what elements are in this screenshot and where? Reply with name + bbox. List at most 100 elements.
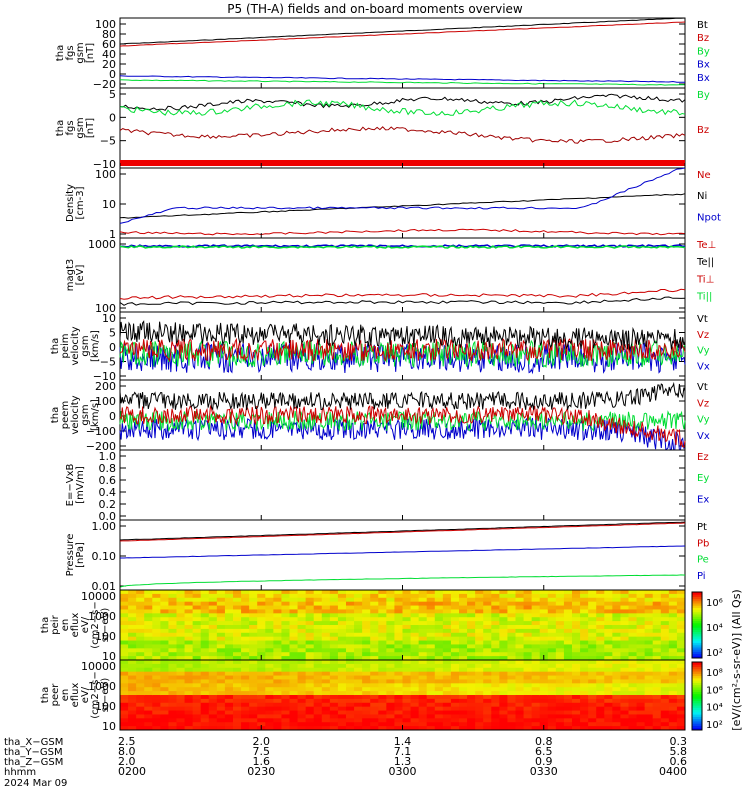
heatmap-cell (297, 663, 307, 669)
heatmap-cell (410, 667, 420, 673)
heatmap-cell (636, 679, 646, 684)
heatmap-cell (273, 683, 282, 688)
heatmap-cell (394, 609, 403, 614)
heatmap-cell (459, 636, 468, 642)
heatmap-cell (507, 640, 516, 645)
heatmap-cell (378, 660, 387, 665)
colorbar-cell (692, 720, 702, 724)
heatmap-cell (160, 683, 169, 688)
heatmap-cell (402, 636, 412, 642)
heatmap-cell (160, 663, 169, 669)
heatmap-cell (459, 702, 468, 708)
heatmap-cell (208, 679, 218, 684)
heatmap-cell (628, 695, 638, 700)
heatmap-cell (515, 714, 525, 719)
heatmap-cell (208, 636, 218, 642)
heatmap-cell (555, 698, 565, 704)
heatmap-cell (370, 695, 379, 700)
heatmap-cell (321, 601, 331, 607)
heatmap-cell (676, 683, 686, 688)
heatmap-cell (378, 667, 387, 673)
heatmap-cell (588, 652, 597, 657)
heatmap-cell (620, 640, 629, 645)
heatmap-cell (442, 695, 452, 700)
heatmap-cell (652, 617, 662, 622)
heatmap-cell (321, 652, 331, 657)
heatmap-cell (208, 660, 218, 665)
heatmap-cell (523, 625, 533, 630)
heatmap-cell (676, 609, 686, 614)
heatmap-cell (289, 660, 299, 665)
heatmap-cell (136, 621, 145, 626)
heatmap-cell (313, 679, 323, 684)
heatmap-cell (265, 706, 274, 712)
heatmap-cell (224, 706, 234, 712)
heatmap-cell (507, 609, 516, 614)
heatmap-cell (660, 605, 670, 610)
heatmap-cell (515, 636, 525, 642)
heatmap-cell (563, 687, 573, 692)
heatmap-cell (321, 718, 331, 723)
heatmap-cell (394, 663, 403, 669)
heatmap-cell (612, 706, 621, 712)
heatmap-cell (329, 656, 339, 661)
series-ti-para (119, 296, 686, 306)
heatmap-cell (539, 605, 549, 610)
heatmap-cell (499, 593, 508, 599)
heatmap-cell (467, 702, 476, 708)
y-tick-label: 0.01 (92, 580, 117, 593)
heatmap-cell (539, 617, 549, 622)
heatmap-cell (378, 698, 387, 704)
heatmap-cell (531, 636, 541, 642)
heatmap-cell (362, 617, 371, 622)
heatmap-cell (402, 609, 412, 614)
heatmap-cell (636, 621, 646, 626)
heatmap-cell (321, 613, 331, 618)
heatmap-cell (523, 617, 533, 622)
heatmap-cell (572, 656, 581, 661)
heatmap-cell (152, 698, 161, 704)
heatmap-cell (265, 628, 274, 634)
heatmap-cell (160, 648, 169, 653)
heatmap-cell (128, 714, 137, 719)
heatmap-cell (434, 640, 444, 645)
heatmap-cell (612, 593, 621, 599)
heatmap-cell (337, 628, 347, 634)
heatmap-cell (644, 625, 654, 630)
heatmap-cell (249, 617, 258, 622)
heatmap-cell (636, 702, 646, 708)
colorbar-cell (692, 649, 702, 652)
heatmap-cell (329, 714, 339, 719)
heatmap-cell (660, 628, 670, 634)
heatmap-cell (491, 660, 500, 665)
heatmap-cell (555, 679, 565, 684)
heatmap-cell (168, 593, 177, 599)
heatmap-cell (636, 632, 646, 638)
heatmap-cell (265, 656, 274, 661)
heatmap-cell (418, 714, 428, 719)
colorbar-tick: 10² (706, 648, 723, 659)
heatmap-cell (120, 691, 129, 696)
heatmap-cell (241, 601, 250, 607)
heatmap-cell (580, 667, 589, 673)
heatmap-cell (289, 667, 299, 673)
heatmap-cell (321, 675, 331, 680)
heatmap-cell (434, 601, 444, 607)
colorbar-tick: 10⁸ (706, 668, 723, 679)
heatmap-cell (289, 683, 299, 688)
heatmap-cell (216, 698, 226, 704)
heatmap-cell (450, 609, 460, 614)
heatmap-cell (580, 683, 589, 688)
heatmap-cell (321, 648, 331, 653)
heatmap-cell (176, 675, 186, 680)
heatmap-cell (563, 691, 573, 696)
heatmap-cell (572, 593, 581, 599)
heatmap-cell (580, 617, 589, 622)
heatmap-cell (176, 706, 186, 712)
heatmap-cell (337, 605, 347, 610)
heatmap-cell (442, 671, 452, 677)
heatmap-cell (321, 660, 331, 665)
heatmap-cell (499, 601, 508, 607)
heatmap-cell (475, 675, 484, 680)
heatmap-cell (434, 698, 444, 704)
